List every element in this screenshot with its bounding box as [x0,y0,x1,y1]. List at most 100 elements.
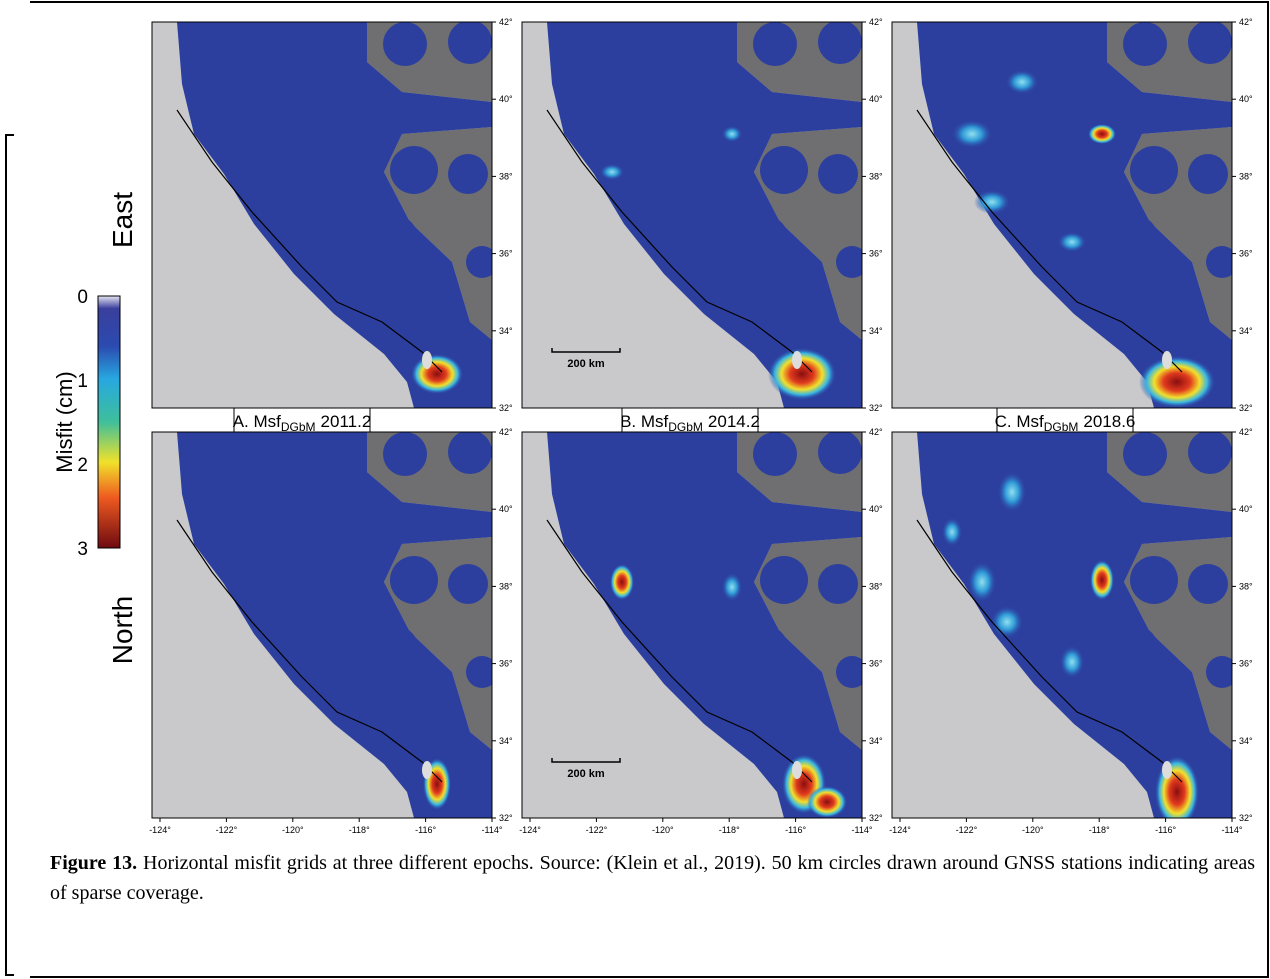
lon-tick-label: -114° [852,825,873,835]
map [892,20,1238,408]
lat-tick-label: 40° [499,94,513,104]
misfit-hotspot [411,354,463,394]
lon-tick-label: -122° [216,825,238,835]
coverage-circle [760,146,808,194]
coverage-circle [818,430,862,474]
lat-tick-label: 34° [499,736,513,746]
misfit-hotspot [600,164,624,180]
coverage-circle [1114,626,1158,670]
coverage-circle [1206,656,1238,688]
misfit-hotspot [1006,70,1038,94]
coverage-circle [383,22,427,66]
lake [1162,351,1172,369]
lon-tick-label: -122° [586,825,608,835]
coverage-circle [1188,564,1228,604]
lon-tick-label: -118° [719,825,740,835]
coverage-circle [1188,154,1228,194]
lat-tick-label: 42° [499,427,513,437]
coverage-circle [1188,20,1232,64]
panel-label-epoch: 2011.2 [321,412,372,431]
lat-tick-label: 38° [869,171,883,181]
lat-tick-label: 32° [1239,813,1253,823]
row-label: East [107,192,138,248]
coverage-circle [1130,556,1178,604]
coverage-circle [760,556,808,604]
coverage-circle [448,154,488,194]
panel-label-sub: DGbM [1044,420,1079,434]
misfit-hotspot [807,786,847,818]
lat-tick-label: 40° [499,504,513,514]
lat-tick-label: 32° [869,813,883,823]
colorbar-tick-label: 1 [77,371,88,392]
lon-tick-label: -122° [956,825,978,835]
misfit-hotspot [722,126,742,142]
misfit-hotspot [1155,756,1199,828]
lat-tick-label: 42° [869,427,883,437]
lat-tick-label: 34° [869,326,883,336]
misfit-hotspot [1088,124,1116,144]
map-panel: 42°40°38°36°34°32°200 km [522,17,883,413]
lat-tick-label: 42° [1239,427,1253,437]
panel-label-prefix: C. Msf [995,412,1044,431]
lon-tick-label: -124° [519,825,541,835]
lon-tick-label: -114° [482,825,503,835]
coverage-circle [753,22,797,66]
page: Misfit (cm) East North 012342°40°38°36°3… [0,0,1270,979]
coverage-circle [1114,216,1158,260]
coverage-circle [448,430,492,474]
coverage-circle [818,154,858,194]
coverage-circle [1123,22,1167,66]
bracket [6,135,14,975]
lon-tick-label: -116° [415,825,436,835]
lat-tick-label: 32° [1239,403,1253,413]
lon-tick-label: -116° [1155,825,1176,835]
caption-label: Figure 13. [50,852,137,874]
map [892,430,1238,828]
panel-label-epoch: 2018.6 [1083,412,1135,431]
map-panel: 42°40°38°36°34°32°-124°-122°-120°-118°-1… [889,427,1253,835]
lon-tick-label: -116° [785,825,806,835]
coverage-circle [448,20,492,64]
colorbar [98,296,120,548]
colorbar-tick-label: 0 [77,287,88,308]
panel-label-sub: DGbM [668,420,703,434]
coverage-circle [836,246,868,278]
lat-tick-label: 40° [1239,504,1253,514]
lat-tick-label: 38° [1239,171,1253,181]
misfit-hotspot [1090,560,1114,600]
coverage-circle [818,564,858,604]
lat-tick-label: 40° [869,94,883,104]
coverage-circle [390,556,438,604]
panel-label-epoch: 2014.2 [708,412,760,431]
lake [422,351,432,369]
coverage-circle [390,146,438,194]
lat-tick-label: 38° [1239,581,1253,591]
misfit-hotspot [610,564,634,600]
scale-bar-label: 200 km [567,768,605,780]
misfit-hotspot [1139,356,1215,408]
lat-tick-label: 36° [869,249,883,259]
map [152,20,498,408]
map [152,430,498,818]
misfit-hotspot [968,562,996,602]
row-label: North [107,596,138,664]
lake [792,761,802,779]
lat-tick-label: 36° [1239,249,1253,259]
misfit-hotspot [722,573,742,601]
lon-tick-label: -120° [282,825,304,835]
panel-label-sub: DGbM [281,420,316,434]
lat-tick-label: 34° [1239,326,1253,336]
lat-tick-label: 40° [1239,94,1253,104]
lat-tick-label: 36° [1239,659,1253,669]
lake [792,351,802,369]
lat-tick-label: 32° [499,813,513,823]
caption: Figure 13. Horizontal misfit grids at th… [50,848,1255,908]
misfit-hotspot [942,518,962,546]
lat-tick-label: 42° [1239,17,1253,27]
coverage-circle [744,216,788,260]
lat-tick-label: 38° [499,581,513,591]
lake [422,761,432,779]
lon-tick-label: -114° [1222,825,1243,835]
misfit-hotspot [768,348,836,400]
coverage-circle [1130,146,1178,194]
